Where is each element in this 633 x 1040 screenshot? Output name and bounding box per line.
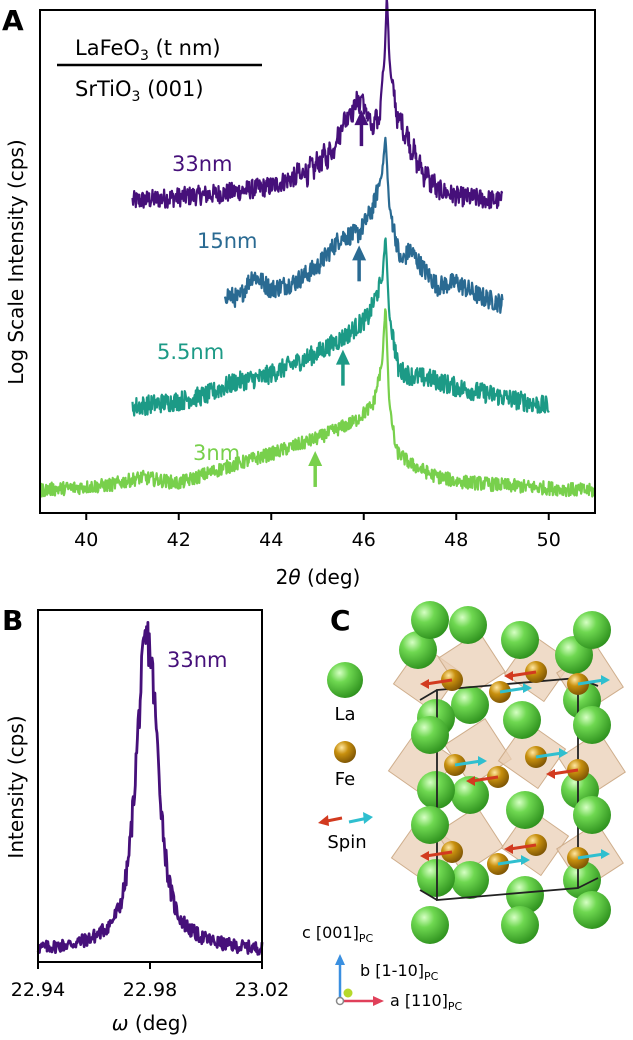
a-axis-label: a [110]PC bbox=[390, 991, 463, 1013]
la-atom bbox=[573, 891, 611, 929]
la-atom bbox=[417, 859, 455, 897]
spin-legend-icon bbox=[318, 812, 373, 826]
spin-arrow bbox=[454, 756, 487, 767]
la-atom bbox=[506, 791, 544, 829]
a-x-tick-label: 46 bbox=[352, 529, 376, 551]
crystal-structure bbox=[387, 601, 626, 944]
arrow-3nm bbox=[308, 450, 323, 487]
la-atom bbox=[501, 621, 539, 659]
panel-a-y-label: Log Scale Intensity (cps) bbox=[4, 139, 28, 384]
panel-b-y-label: Intensity (cps) bbox=[4, 715, 28, 858]
a-x-tick-label: 42 bbox=[167, 529, 191, 551]
spin-legend-label: Spin bbox=[327, 832, 366, 853]
trace-omega-33nm bbox=[36, 621, 264, 956]
b-x-tick-label: 22.98 bbox=[123, 979, 177, 1001]
spin-arrow bbox=[466, 775, 499, 786]
panel-b-label: B bbox=[2, 604, 23, 637]
b-axis-label: b [1-10]PC bbox=[360, 961, 439, 983]
b-axis-marker bbox=[343, 988, 353, 998]
panel-a-film-label: LaFeO3 (t nm) bbox=[75, 36, 221, 64]
panel-a-x-ticks: 40 42 44 46 48 50 bbox=[74, 513, 561, 551]
a-x-tick-label: 50 bbox=[537, 529, 561, 551]
a-x-tick-label: 40 bbox=[74, 529, 98, 551]
panel-a: A 40 42 44 46 48 50 LaFeO3 (t nm) SrTiO3 (001… bbox=[2, 0, 597, 589]
spin-arrow bbox=[420, 850, 453, 861]
crystal-axes: c [001]PC b [1-10]PC a [110]PC bbox=[302, 923, 463, 1013]
la-atom bbox=[503, 701, 541, 739]
panel-b-x-label: ω (deg) bbox=[112, 1011, 188, 1035]
b-x-tick-label: 22.94 bbox=[11, 979, 65, 1001]
a-x-tick-label: 48 bbox=[444, 529, 468, 551]
arrow-33nm bbox=[354, 110, 369, 147]
spin-arrow bbox=[497, 855, 530, 866]
panel-b-trace bbox=[36, 621, 264, 956]
trace-15nm bbox=[223, 136, 504, 314]
fe-atom-legend-icon bbox=[334, 741, 356, 763]
series-label-5-5nm: 5.5nm bbox=[157, 340, 224, 364]
la-atom bbox=[451, 776, 489, 814]
trace-33nm bbox=[131, 0, 504, 210]
spin-arrow bbox=[499, 683, 532, 694]
la-atom bbox=[411, 906, 449, 944]
la-atom bbox=[449, 606, 487, 644]
panel-a-traces bbox=[38, 0, 597, 498]
la-atom bbox=[573, 796, 611, 834]
b-x-tick-label: 23.02 bbox=[235, 979, 289, 1001]
la-atom bbox=[573, 706, 611, 744]
spin-arrow bbox=[577, 675, 610, 686]
la-atom bbox=[411, 716, 449, 754]
panel-c-label: C bbox=[330, 604, 351, 637]
spin-arrow bbox=[504, 670, 537, 681]
fe-legend-label: Fe bbox=[335, 769, 355, 790]
la-atom bbox=[411, 601, 449, 639]
panel-a-substrate-label: SrTiO3 (001) bbox=[75, 77, 204, 105]
spin-arrow bbox=[546, 768, 579, 779]
panel-a-label: A bbox=[2, 4, 24, 37]
trace-3nm bbox=[38, 308, 597, 498]
spin-arrow bbox=[420, 678, 453, 689]
la-atom bbox=[501, 906, 539, 944]
la-atom bbox=[417, 771, 455, 809]
la-atom bbox=[451, 686, 489, 724]
la-atom bbox=[563, 861, 601, 899]
series-label-33nm: 33nm bbox=[172, 152, 233, 176]
la-atom bbox=[411, 806, 449, 844]
arrow-15nm bbox=[352, 245, 367, 282]
series-label-3nm: 3nm bbox=[193, 441, 240, 465]
la-atom bbox=[573, 611, 611, 649]
panel-b-x-ticks: 22.94 22.98 23.02 bbox=[11, 962, 289, 1001]
la-atom bbox=[399, 631, 437, 669]
panel-a-x-label: 2θ (deg) bbox=[276, 565, 361, 589]
la-atom-legend-icon bbox=[327, 662, 363, 698]
panel-b-series-label: 33nm bbox=[167, 648, 228, 672]
spin-arrow bbox=[535, 748, 568, 759]
panel-b: B 22.94 22.98 23.02 33nm Intensity (cps) ω… bbox=[2, 604, 289, 1035]
trace-5-5nm bbox=[131, 237, 550, 417]
la-legend-label: La bbox=[334, 704, 355, 725]
c-axis-label: c [001]PC bbox=[302, 923, 374, 945]
a-x-tick-label: 44 bbox=[259, 529, 283, 551]
la-atom bbox=[451, 861, 489, 899]
spin-arrow bbox=[577, 849, 610, 860]
panel-a-axes-frame bbox=[39, 9, 596, 514]
panel-a-arrows bbox=[308, 110, 369, 487]
arrow-5-5nm bbox=[335, 349, 350, 386]
panel-c: C La Fe Spin c [001]PC b [1-10]PC a [110… bbox=[302, 601, 626, 1013]
axes-origin bbox=[335, 996, 345, 1006]
spin-arrow bbox=[504, 843, 537, 854]
series-label-15nm: 15nm bbox=[197, 229, 258, 253]
la-atom bbox=[506, 876, 544, 914]
